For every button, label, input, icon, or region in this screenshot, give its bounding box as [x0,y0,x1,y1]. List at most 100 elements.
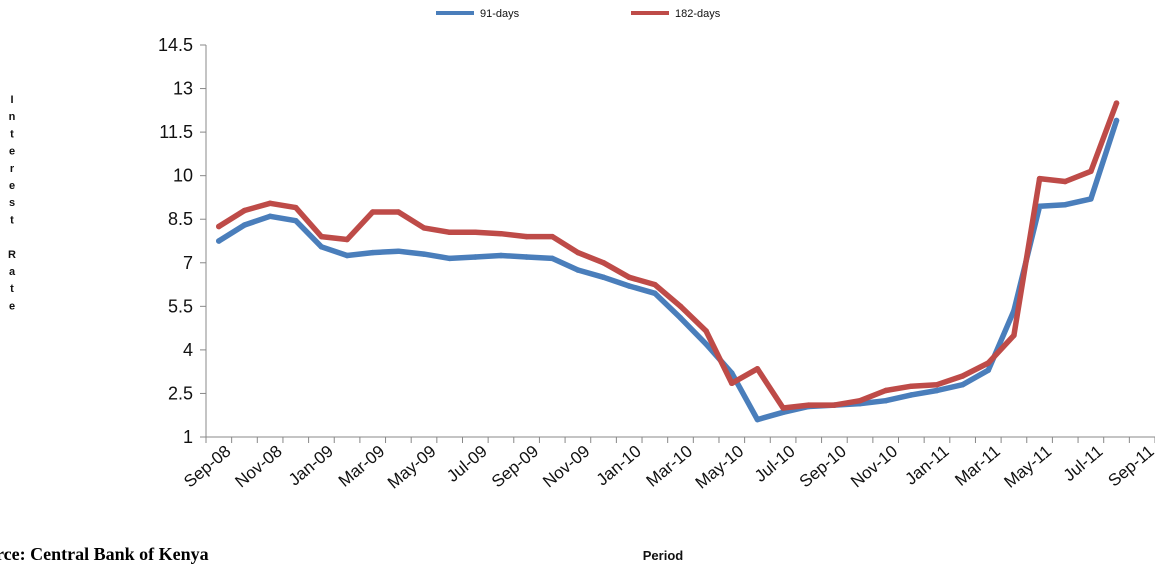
data-point-182-days [293,204,299,211]
data-point-182-days [318,233,325,240]
x-axis-label: Period [643,548,684,563]
y-axis-label-letter: s [9,197,15,209]
y-tick-label: 14.5 [158,35,193,55]
data-point-91-days [369,249,376,256]
x-tick-label: Sep-10 [796,442,850,492]
data-point-182-days [344,236,350,243]
y-axis-label-letter: I [10,94,13,106]
data-point-91-days [523,254,530,260]
data-point-91-days [498,252,504,259]
data-point-91-days [677,315,684,321]
x-tick-label: Sep-08 [180,442,234,492]
y-axis-label-letter: n [9,111,16,123]
legend: 91-days 182-days [436,8,721,20]
x-tick-label: Nov-10 [847,442,901,492]
data-point-91-days [959,381,966,388]
x-tick-label: Nov-08 [231,442,285,492]
x-tick-label: Mar-10 [643,442,696,491]
x-tick-label: Sep-09 [488,442,542,492]
data-point-182-days [446,229,453,236]
data-point-182-days [1113,100,1120,106]
data-point-182-days [216,223,222,230]
y-axis-label-letter: r [10,163,15,175]
data-point-182-days [600,260,607,266]
y-axis-label-letter: e [9,146,15,158]
data-point-91-days [293,217,299,224]
data-point-182-days [831,402,838,408]
data-point-182-days [267,200,273,207]
data-point-182-days [498,230,504,237]
legend-label-91-days: 91-days [480,8,520,20]
data-point-182-days [754,366,761,372]
x-tick-label: Jul-09 [443,442,491,486]
source-note: urce: Central Bank of Kenya [0,544,209,564]
y-tick-label: 5.5 [168,296,193,316]
series-layer [216,100,1120,423]
data-point-182-days [523,233,530,240]
data-point-182-days [626,274,632,281]
data-point-91-days [344,252,350,259]
x-tick-label: May-09 [384,442,440,493]
data-point-91-days [446,255,453,262]
data-point-91-days [1113,117,1120,124]
y-tick-label: 7 [183,253,193,273]
data-point-182-days [677,303,684,310]
y-tick-label: 13 [173,79,193,99]
data-point-91-days [934,387,940,394]
data-point-91-days [267,213,273,220]
data-point-182-days [780,405,786,411]
data-point-91-days [318,244,325,250]
x-tick-label: Jul-11 [1060,442,1107,486]
y-tick-label: 8.5 [168,209,193,229]
y-axis-label-letter: t [10,214,14,226]
data-point-182-days [1036,175,1043,182]
data-point-182-days [857,397,863,404]
y-axis-label-letter: e [9,180,15,192]
data-point-182-days [575,249,581,256]
series-line-91-days [216,117,1120,423]
data-point-91-days [882,397,889,404]
data-point-182-days [985,360,992,366]
data-point-91-days [754,416,761,423]
data-point-91-days [780,409,786,416]
data-point-91-days [1036,203,1043,209]
data-point-91-days [421,251,427,257]
y-tick-label: 11.5 [159,122,193,142]
data-point-91-days [908,392,915,398]
x-tick-label: Sep-11 [1105,442,1155,491]
data-point-182-days [959,373,966,379]
data-point-91-days [472,254,479,260]
data-point-182-days [1088,168,1094,175]
data-point-91-days [549,255,556,262]
x-tick-label: Mar-09 [335,442,388,491]
y-axis-label-letter: a [9,266,16,278]
y-axis-label-letter: t [10,128,14,140]
data-point-182-days [472,229,479,236]
data-point-91-days [600,274,607,281]
data-point-182-days [1011,332,1017,339]
data-point-182-days [652,281,658,288]
data-point-91-days [985,367,992,373]
data-point-182-days [703,328,709,334]
data-point-91-days [1062,201,1068,208]
y-axis: 1 2.5 4 5.5 7 8.5 10 11.5 13 14.5 [158,35,207,447]
data-point-182-days [805,402,812,408]
series-line-182-days [216,100,1120,411]
x-tick-label: Jan-10 [593,442,645,490]
x-tick-label: Jan-09 [285,442,337,490]
x-tick-label: Jul-10 [751,442,799,486]
y-tick-label: 4 [183,340,193,360]
data-point-182-days [934,381,940,388]
x-tick-label: May-10 [692,442,748,493]
x-tick-label: Jan-11 [901,442,952,489]
legend-label-182-days: 182-days [675,8,721,20]
data-point-182-days [421,225,427,231]
x-tick-label: Mar-11 [951,442,1004,490]
data-point-182-days [729,380,735,387]
data-point-91-days [703,341,709,347]
data-point-182-days [908,383,915,389]
y-axis-label-letter: e [9,300,15,312]
